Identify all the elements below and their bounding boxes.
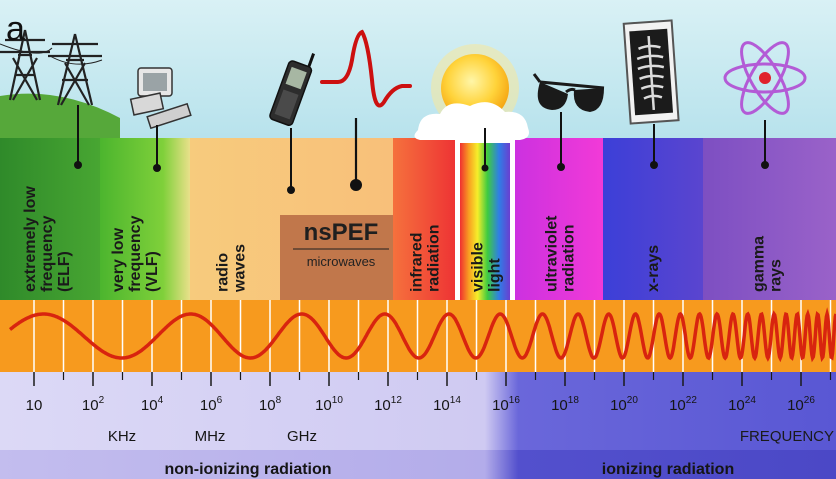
gamma-pointer-dot	[761, 161, 769, 169]
band-gamma	[703, 138, 836, 300]
frequency-tick-label: 1022	[669, 395, 697, 414]
band-label-vlf-line-3: (VLF)	[144, 251, 161, 292]
nspef-sub-label: microwaves	[307, 254, 376, 269]
band-label-xray-line-1: x-rays	[645, 245, 662, 292]
frequency-tick-label: 1012	[374, 395, 402, 414]
elf-pointer-dot	[74, 161, 82, 169]
frequency-ticks	[33, 372, 832, 386]
frequency-unit-khz: KHz	[108, 428, 136, 445]
sunglasses-icon	[532, 73, 605, 112]
band-label-elf-line-3: (ELF)	[56, 251, 73, 292]
frequency-tick-label: 1016	[492, 395, 520, 414]
band-label-radio-line-2: waves	[232, 244, 249, 293]
frequency-tick-label: 1010	[315, 395, 343, 414]
frequency-tick-label: 1018	[551, 395, 579, 414]
band-microwave	[280, 215, 393, 300]
band-label-infrared-line-1: infrared	[409, 232, 426, 292]
frequency-tick-label: 104	[141, 395, 164, 414]
nspef-label: nsPEF	[304, 219, 379, 246]
band-label-vlf-line-2: frequency	[127, 215, 144, 292]
frequency-tick-label: 1024	[728, 395, 756, 414]
panel-letter: a	[6, 10, 25, 48]
band-label-gamma-line-2: rays	[768, 259, 785, 292]
frequency-tick-label: 10	[26, 397, 43, 414]
sky-strip	[0, 0, 836, 140]
atom-icon	[723, 41, 807, 115]
x-ray-film-icon	[622, 19, 680, 125]
region-bar	[0, 450, 836, 479]
radio-pointer-dot	[287, 186, 295, 194]
band-label-uv-line-2: radiation	[561, 224, 578, 292]
wave-path	[8, 307, 836, 363]
mobile-phone-icon	[269, 53, 316, 126]
frequency-axis-label: FREQUENCY	[740, 428, 834, 445]
band-elf	[0, 138, 100, 300]
frequency-tick-label: 108	[259, 395, 282, 414]
band-label-infrared-line-2: radiation	[426, 224, 443, 292]
spectrum-bands	[0, 138, 836, 300]
frequency-tick-label: 102	[82, 395, 105, 414]
wave-gridlines	[33, 300, 832, 372]
frequency-tick-label: 1014	[433, 395, 461, 414]
band-labels: extremely low frequency (ELF) very low frequ…	[22, 186, 785, 293]
computer-icon	[129, 67, 192, 130]
frequency-scale-strip	[0, 372, 836, 450]
frequency-tick-label: 1026	[787, 395, 815, 414]
frequency-tick-label: 1020	[610, 395, 638, 414]
ionizing-label: ionizing radiation	[602, 461, 734, 478]
frequency-unit-ghz: GHz	[287, 428, 317, 445]
power-tower-icon	[0, 29, 103, 106]
sun-icon	[414, 44, 529, 140]
frequency-tick-label: 106	[200, 395, 223, 414]
band-label-elf-line-2: frequency	[39, 215, 56, 292]
band-label-radio-line-1: radio	[215, 253, 232, 292]
frequency-tick-labels: 10 102 104 106 108 1010 1012 1014 1016 1018 1020 10…	[26, 395, 816, 414]
band-label-vlf-line-1: very low	[110, 227, 127, 292]
frequency-unit-labels: KHz MHz GHz	[108, 428, 317, 445]
microwave-pointer-dot	[350, 179, 362, 191]
band-label-uv-line-1: ultraviolet	[544, 215, 561, 292]
x-ray-pointer-dot	[650, 161, 658, 169]
green-hill	[0, 93, 120, 140]
vlf-pointer-dot	[153, 164, 161, 172]
band-vlf	[100, 138, 190, 300]
frequency-unit-mhz: MHz	[195, 428, 226, 445]
non-ionizing-label: non-ionizing radiation	[164, 461, 331, 478]
band-infrared	[393, 138, 455, 300]
visible-pointer-dot	[481, 164, 489, 172]
band-label-elf-line-1: extremely low	[22, 186, 39, 292]
band-label-gamma-line-1: gamma	[751, 236, 768, 292]
band-label-visible-line-2: light	[487, 258, 504, 292]
uv-pointer-dot	[557, 163, 565, 171]
nspef-pulse-icon	[320, 29, 412, 108]
band-label-visible-line-1: visible	[470, 242, 487, 292]
